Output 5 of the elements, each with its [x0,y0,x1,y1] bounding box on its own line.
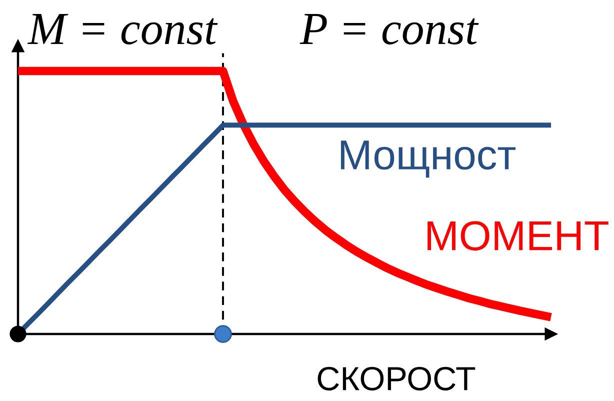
series-label: Мощност [340,140,516,178]
x-axis-title: СКОРОСТ [318,366,476,390]
text: M = const [27,14,218,44]
text: P = const [300,14,479,44]
series-label: МОМЕНТ [428,221,608,251]
